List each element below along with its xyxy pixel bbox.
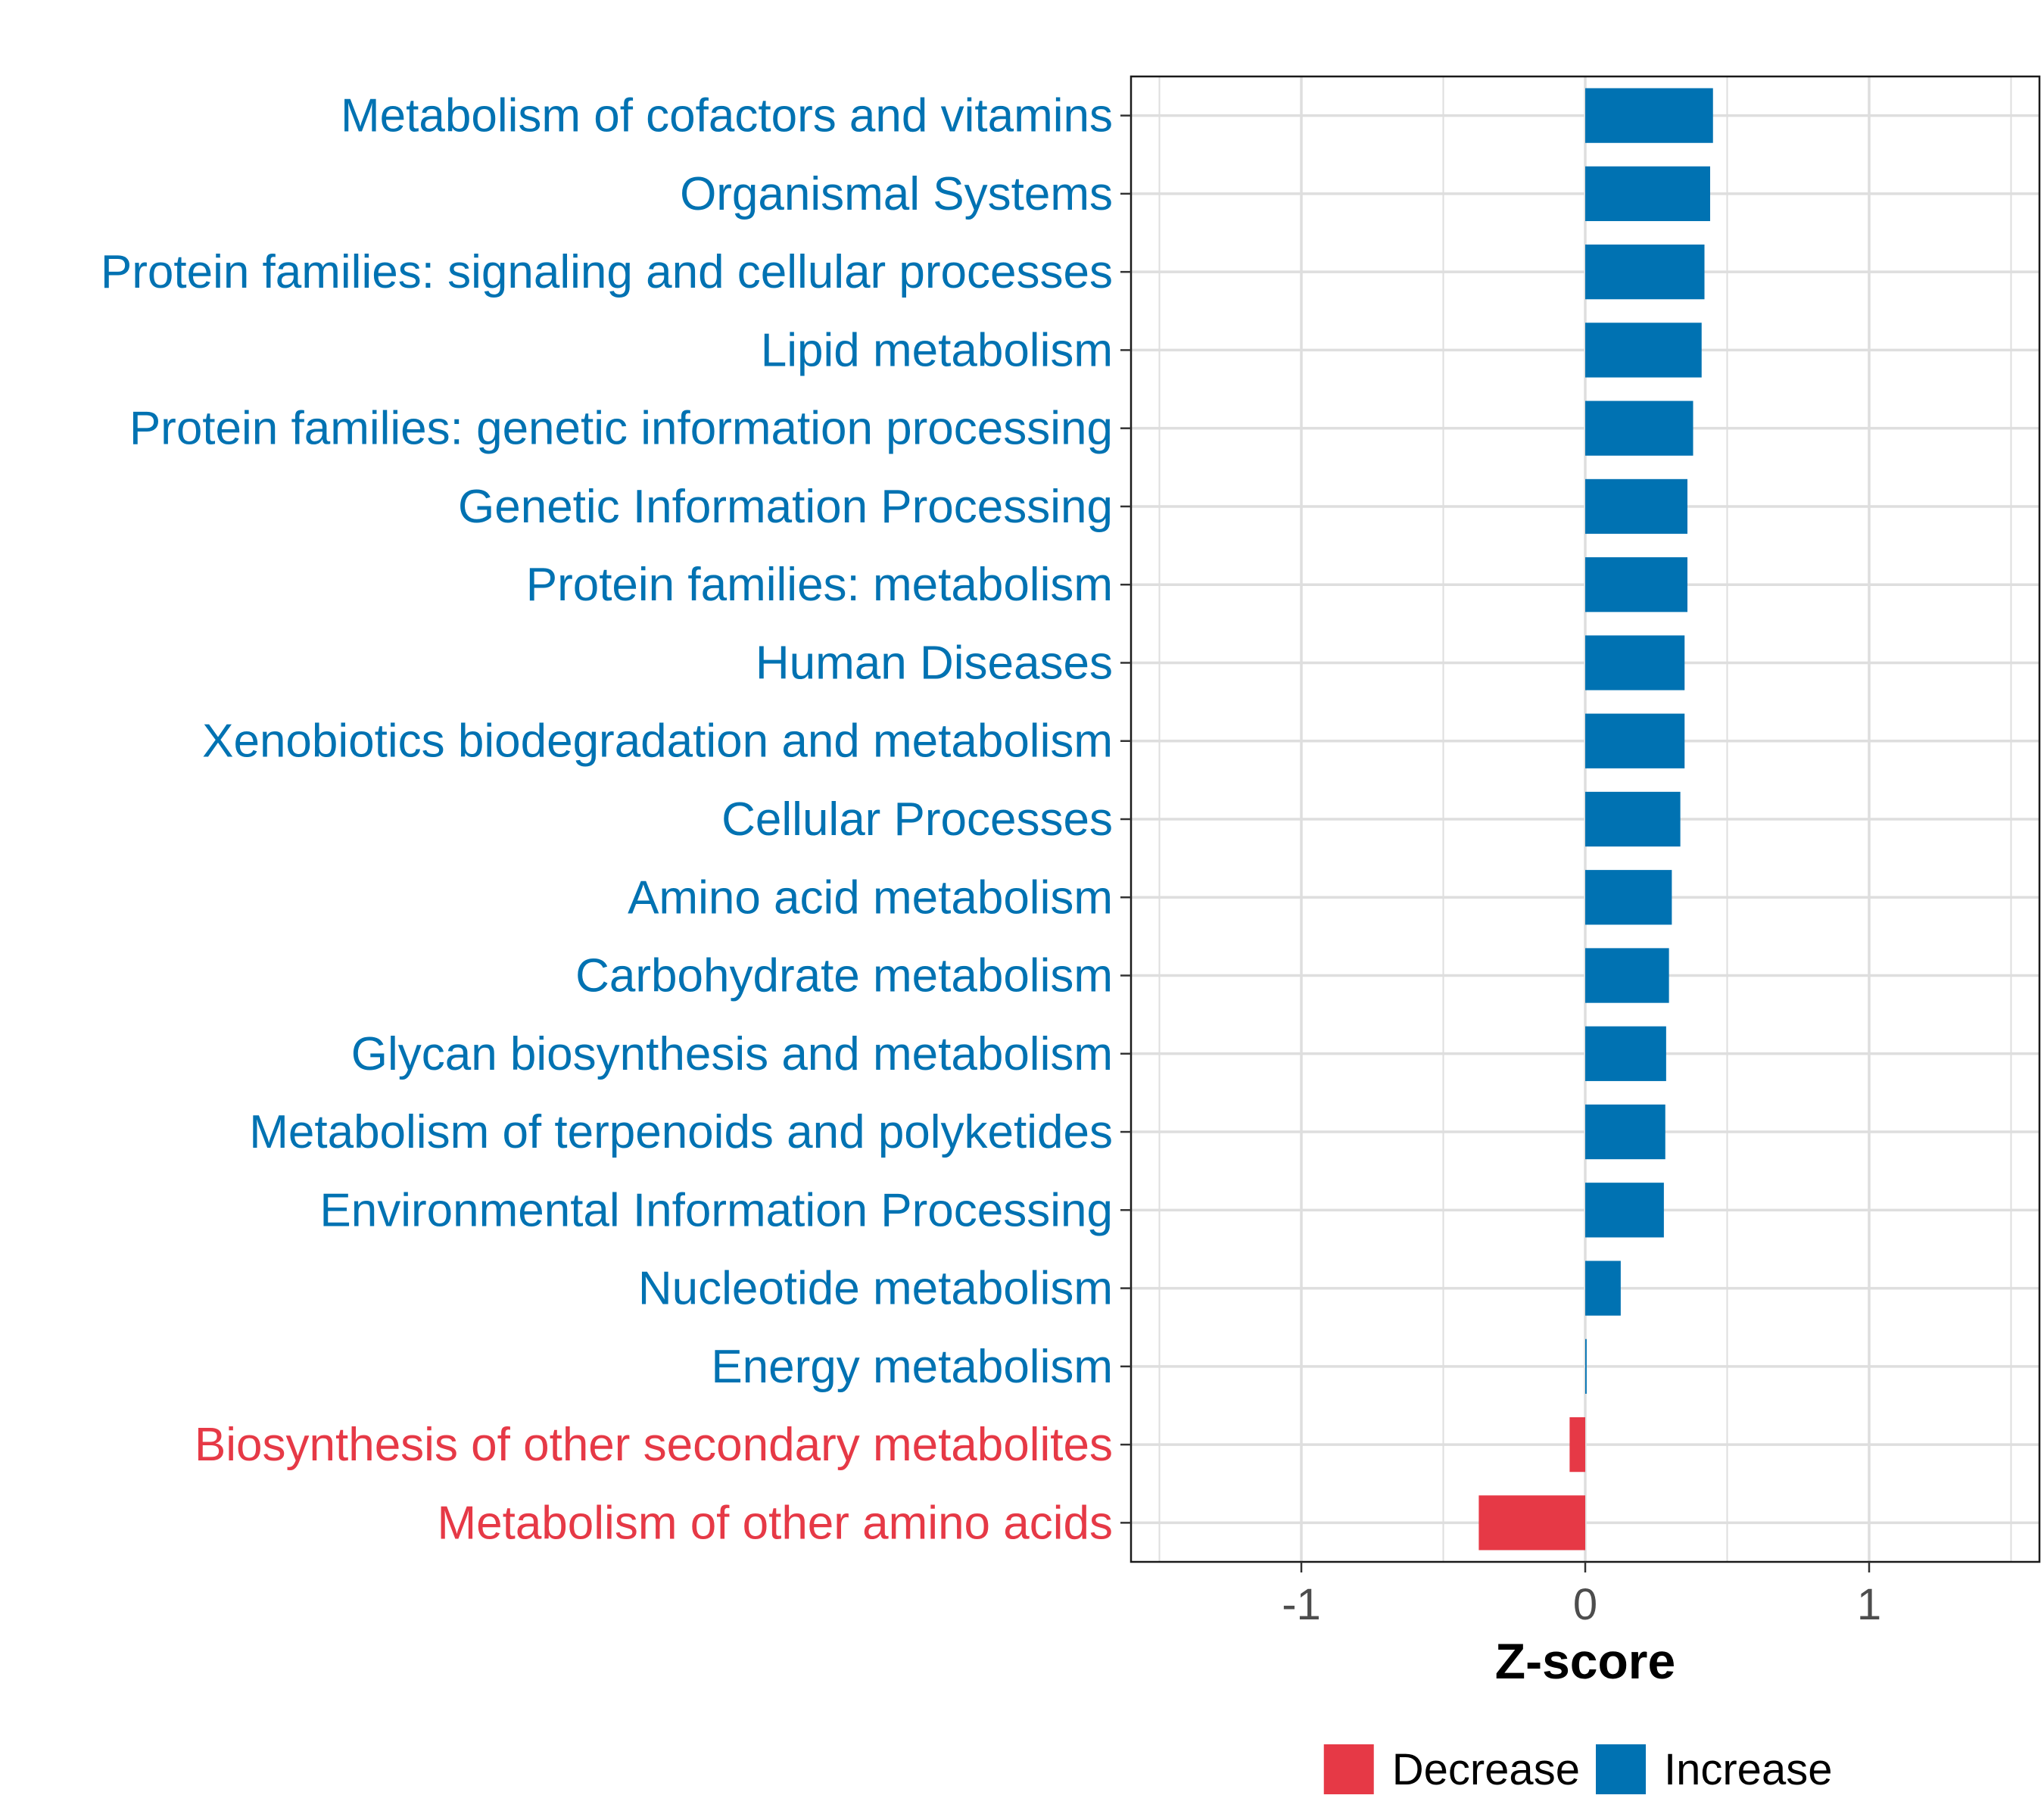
bar — [1478, 1495, 1585, 1551]
category-label: Human Diseases — [756, 637, 1113, 689]
legend-key-decrease — [1323, 1744, 1374, 1794]
category-label: Xenobiotics biodegradation and metabolis… — [202, 715, 1113, 768]
y-axis: Metabolism of cofactors and vitamins Orga… — [101, 90, 1131, 1549]
x-axis-title: Z-score — [1495, 1633, 1675, 1689]
category-label: Protein families: signaling and cellular… — [101, 246, 1113, 298]
category-label: Environmental Information Processing — [319, 1184, 1113, 1236]
category-label: Protein families: genetic information pr… — [129, 403, 1113, 455]
category-label: Metabolism of terpenoids and polyketides — [249, 1106, 1113, 1158]
category-label: Biosynthesis of other secondary metaboli… — [195, 1419, 1113, 1471]
category-label: Glycan biosynthesis and metabolism — [351, 1028, 1113, 1080]
bar — [1585, 557, 1687, 612]
legend: Decrease Increase — [1323, 1744, 1832, 1794]
category-label: Energy metabolism — [711, 1341, 1113, 1393]
category-label: Amino acid metabolism — [628, 871, 1113, 924]
x-tick-label: -1 — [1282, 1580, 1321, 1629]
category-label: Organismal Systems — [680, 168, 1113, 220]
x-axis: -1 0 1 — [1282, 1562, 1881, 1629]
bar — [1585, 245, 1705, 300]
category-label: Nucleotide metabolism — [638, 1263, 1113, 1315]
category-label: Protein families: metabolism — [526, 559, 1113, 611]
category-label: Cellular Processes — [721, 793, 1113, 846]
legend-label-decrease: Decrease — [1392, 1745, 1580, 1794]
bar — [1585, 791, 1681, 847]
bar — [1585, 166, 1710, 222]
category-label: Metabolism of cofactors and vitamins — [341, 90, 1113, 142]
bar — [1569, 1417, 1585, 1473]
bar — [1585, 478, 1687, 535]
legend-key-increase — [1596, 1744, 1646, 1794]
bar — [1585, 870, 1672, 925]
bar — [1585, 713, 1685, 768]
bar — [1585, 400, 1693, 456]
bar — [1585, 323, 1702, 378]
bar — [1585, 1026, 1666, 1081]
bar — [1585, 1183, 1664, 1238]
bar — [1585, 948, 1669, 1003]
bar — [1585, 1339, 1587, 1394]
category-label: Metabolism of other amino acids — [437, 1497, 1113, 1549]
bars — [1478, 88, 1713, 1551]
x-tick-label: 0 — [1573, 1580, 1597, 1629]
category-label: Lipid metabolism — [761, 324, 1113, 376]
bar — [1585, 635, 1685, 690]
legend-label-increase: Increase — [1664, 1745, 1832, 1794]
category-label: Genetic Information Processing — [458, 481, 1113, 533]
bar — [1585, 88, 1713, 143]
bar — [1585, 1261, 1621, 1316]
bar — [1585, 1104, 1665, 1160]
category-label: Carbohydrate metabolism — [575, 950, 1113, 1002]
x-tick-label: 1 — [1857, 1580, 1881, 1629]
